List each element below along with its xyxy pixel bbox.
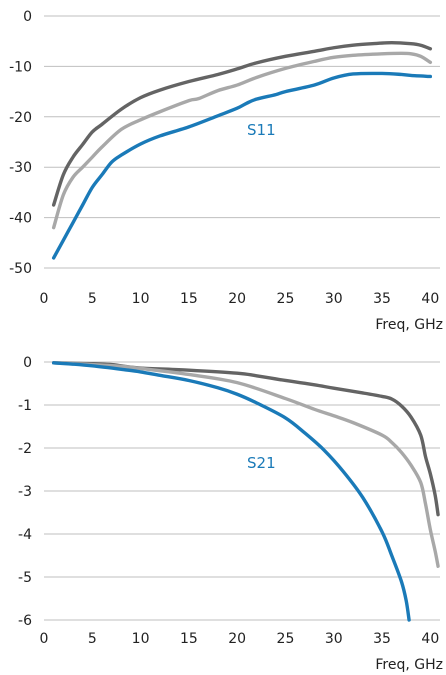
x-tick-label: 15 <box>180 291 198 307</box>
x-tick-label: 40 <box>421 291 439 307</box>
x-axis-label: Freq, GHz <box>375 657 443 673</box>
series-line-2 <box>51 51 433 230</box>
y-tick-label: -50 <box>9 261 32 277</box>
series-line-1 <box>51 41 433 207</box>
y-tick-label: -5 <box>18 570 32 586</box>
y-tick-label: -1 <box>18 398 32 414</box>
x-tick-label: 10 <box>132 291 150 307</box>
y-tick-label: 0 <box>23 355 32 371</box>
y-tick-label: -3 <box>18 484 32 500</box>
x-tick-label: 30 <box>325 631 343 647</box>
y-tick-label: -2 <box>18 441 32 457</box>
x-tick-label: 0 <box>40 291 49 307</box>
chart-panel-1: 0 -10 -20 -30 -40 -50 0 5 10 15 20 25 30 35 40 Freq, GH… <box>9 9 443 333</box>
y-tick-label: -6 <box>18 613 32 629</box>
y-tick-label: -10 <box>9 59 32 75</box>
x-tick-label: 35 <box>373 291 391 307</box>
x-tick-label: 10 <box>132 631 150 647</box>
series-line-3 <box>51 361 411 622</box>
series-annotation: S11 <box>247 121 276 139</box>
series-annotation: S21 <box>247 454 276 472</box>
y-tick-label: -30 <box>9 160 32 176</box>
series-line-3 <box>51 71 433 260</box>
y-tick-label: -4 <box>18 527 32 543</box>
x-tick-label: 15 <box>180 631 198 647</box>
x-tick-label: 20 <box>228 631 246 647</box>
chart-panel-2: 0 -1 -2 -3 -4 -5 -6 0 5 10 15 20 25 30 35 40 Freq, GHz S2… <box>18 355 443 673</box>
y-tick-label: -20 <box>9 110 32 126</box>
x-tick-label: 5 <box>88 631 97 647</box>
x-tick-label: 35 <box>373 631 391 647</box>
x-axis-label: Freq, GHz <box>375 317 443 333</box>
x-tick-label: 25 <box>277 291 295 307</box>
x-tick-label: 30 <box>325 291 343 307</box>
x-tick-label: 0 <box>40 631 49 647</box>
x-tick-label: 20 <box>228 291 246 307</box>
y-tick-label: -40 <box>9 211 32 227</box>
y-tick-label: 0 <box>23 9 32 25</box>
x-tick-label: 40 <box>421 631 439 647</box>
x-tick-label: 5 <box>88 291 97 307</box>
series-line-2 <box>51 361 440 568</box>
x-tick-label: 25 <box>277 631 295 647</box>
